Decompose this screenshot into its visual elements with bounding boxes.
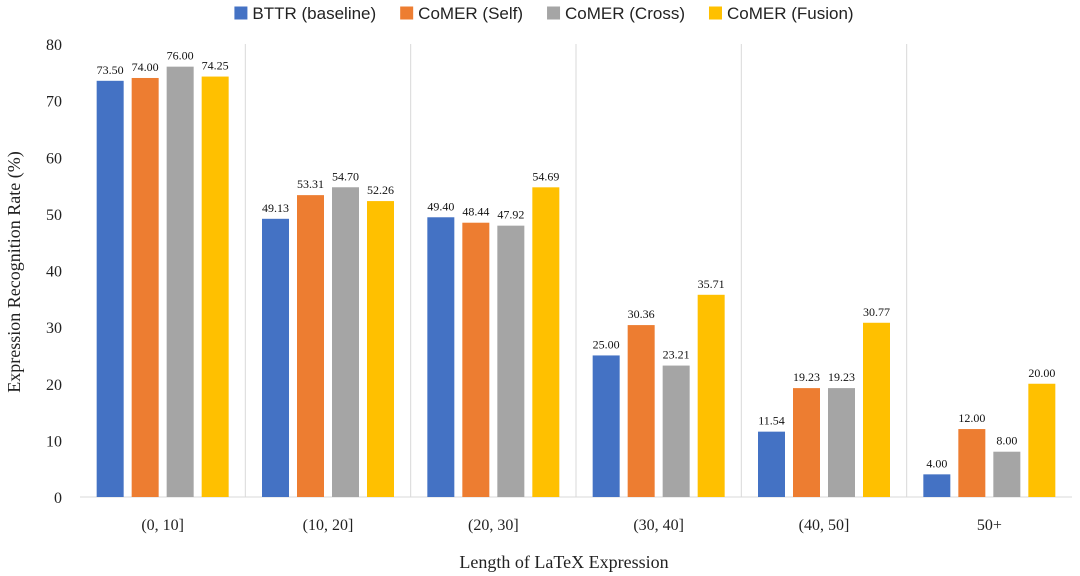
data-label: 53.31 [297, 177, 324, 191]
x-tick-label: (10, 20] [303, 517, 354, 534]
x-tick-label: (30, 40] [633, 517, 684, 534]
data-label: 19.23 [793, 370, 820, 384]
y-axis-ticks: 0 10 20 30 40 50 60 70 80 [46, 37, 62, 507]
bar [367, 201, 394, 497]
y-tick-label: 20 [46, 377, 62, 394]
data-label: 20.00 [1028, 366, 1055, 380]
bar [758, 431, 785, 497]
bar [793, 388, 820, 497]
data-labels: 73.50 74.00 76.00 74.25 49.13 53.31 54.70 52.26… [97, 49, 1056, 471]
data-label: 52.26 [367, 183, 394, 197]
x-tick-label: (40, 50] [799, 517, 850, 534]
legend-swatch [400, 6, 414, 20]
data-label: 54.69 [532, 169, 559, 183]
bar [662, 365, 690, 497]
data-label: 35.71 [698, 277, 725, 291]
bars [96, 66, 1056, 498]
data-label: 73.50 [97, 63, 124, 77]
bar [592, 355, 620, 497]
category-separators [80, 44, 1072, 498]
bar [863, 322, 890, 497]
data-label: 25.00 [593, 337, 620, 351]
data-label: 49.13 [262, 201, 289, 215]
y-tick-label: 30 [46, 320, 62, 337]
bar [262, 218, 289, 497]
data-label: 30.77 [863, 305, 890, 319]
legend-label: BTTR (baseline) [252, 4, 376, 23]
bar [627, 325, 655, 497]
data-label: 23.21 [663, 348, 690, 362]
data-label: 11.54 [758, 414, 785, 428]
bar [958, 429, 986, 497]
x-tick-label: (20, 30] [468, 517, 519, 534]
data-label: 12.00 [958, 411, 985, 425]
legend-item: CoMER (Cross) [547, 4, 685, 23]
bar [427, 217, 455, 497]
y-tick-label: 50 [46, 207, 62, 224]
bar [166, 66, 194, 498]
data-label: 54.70 [332, 169, 359, 183]
bar [131, 77, 159, 497]
data-label: 19.23 [828, 370, 855, 384]
data-label: 47.92 [497, 208, 524, 222]
legend-swatch [708, 6, 722, 20]
data-label: 30.36 [628, 307, 655, 321]
legend: BTTR (baseline) CoMER (Self) CoMER (Cross)… [234, 4, 854, 23]
y-tick-label: 70 [46, 94, 62, 111]
legend-label: CoMER (Cross) [565, 4, 685, 23]
bar [497, 225, 525, 497]
bar [201, 76, 229, 497]
legend-label: CoMER (Fusion) [727, 4, 854, 23]
x-tick-label: 50+ [977, 517, 1002, 534]
bar [828, 388, 855, 497]
bar [697, 294, 725, 497]
bar [1028, 383, 1056, 497]
bar [96, 80, 124, 498]
y-tick-label: 0 [54, 490, 62, 507]
data-label: 8.00 [996, 434, 1017, 448]
bar [993, 451, 1021, 497]
y-tick-label: 10 [46, 433, 62, 450]
legend-swatch [234, 6, 248, 20]
y-tick-label: 40 [46, 264, 62, 281]
bar [297, 195, 324, 497]
bar [923, 474, 951, 497]
legend-item: CoMER (Fusion) [708, 4, 854, 23]
bar [332, 187, 359, 498]
x-axis-ticks: (0, 10] (10, 20] (20, 30] (30, 40] (40, 50] 5… [141, 517, 1002, 534]
data-label: 49.40 [427, 199, 454, 213]
legend-item: BTTR (baseline) [234, 4, 376, 23]
bar [462, 222, 490, 497]
y-tick-label: 60 [46, 150, 62, 167]
x-tick-label: (0, 10] [141, 517, 184, 534]
data-label: 4.00 [926, 456, 947, 470]
legend-item: CoMER (Self) [400, 4, 523, 23]
legend-swatch [547, 6, 561, 20]
data-label: 74.00 [132, 60, 159, 74]
bar [532, 187, 560, 497]
data-label: 48.44 [462, 205, 489, 219]
data-label: 76.00 [167, 49, 194, 63]
data-label: 74.25 [202, 59, 229, 73]
x-axis-title: Length of LaTeX Expression [459, 552, 668, 572]
y-axis-title: Expression Recognition Rate (%) [4, 151, 25, 392]
legend-label: CoMER (Self) [418, 4, 523, 23]
y-tick-label: 80 [46, 37, 62, 54]
